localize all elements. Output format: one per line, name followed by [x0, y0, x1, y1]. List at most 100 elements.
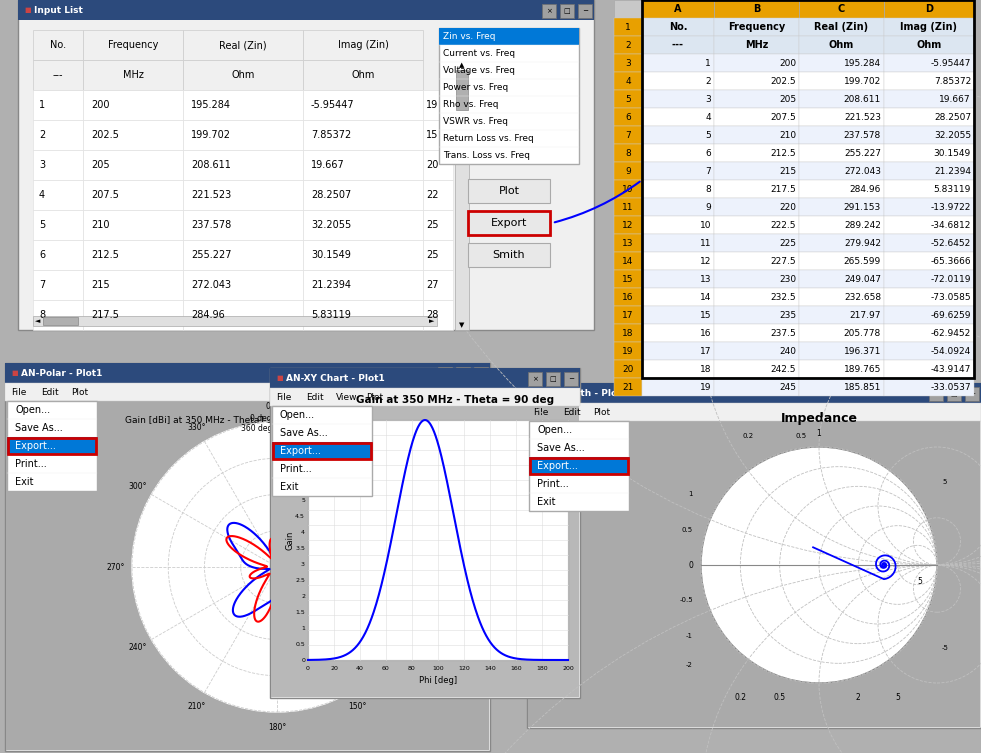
- Text: AN-XY Chart - Plot1: AN-XY Chart - Plot1: [286, 373, 385, 383]
- FancyBboxPatch shape: [423, 90, 453, 120]
- FancyBboxPatch shape: [799, 90, 884, 108]
- FancyBboxPatch shape: [270, 368, 580, 388]
- Text: 222.5: 222.5: [770, 221, 796, 230]
- Text: 4: 4: [301, 529, 305, 535]
- FancyBboxPatch shape: [799, 198, 884, 216]
- FancyBboxPatch shape: [714, 306, 799, 324]
- FancyBboxPatch shape: [642, 270, 714, 288]
- FancyBboxPatch shape: [614, 324, 642, 342]
- FancyBboxPatch shape: [642, 72, 714, 90]
- Text: 3: 3: [705, 94, 711, 103]
- Text: 8: 8: [705, 184, 711, 194]
- Text: 300°: 300°: [129, 482, 147, 491]
- Text: 208.611: 208.611: [191, 160, 231, 170]
- Text: 13: 13: [699, 275, 711, 283]
- FancyBboxPatch shape: [714, 180, 799, 198]
- Text: 215: 215: [91, 280, 110, 290]
- FancyBboxPatch shape: [884, 36, 974, 54]
- FancyBboxPatch shape: [183, 120, 303, 150]
- FancyBboxPatch shape: [542, 4, 556, 18]
- Text: 240°: 240°: [129, 643, 147, 652]
- Text: 27: 27: [426, 280, 439, 290]
- Text: 21.2394: 21.2394: [311, 280, 351, 290]
- Text: 180°: 180°: [268, 724, 286, 733]
- FancyBboxPatch shape: [714, 126, 799, 144]
- FancyBboxPatch shape: [614, 162, 642, 180]
- Text: Phi [deg]: Phi [deg]: [419, 676, 457, 685]
- Text: 120°: 120°: [407, 643, 426, 652]
- Text: □: □: [460, 371, 466, 377]
- FancyBboxPatch shape: [183, 240, 303, 270]
- Text: 30.1549: 30.1549: [934, 148, 971, 157]
- Text: D: D: [925, 4, 933, 14]
- Text: 5.83119: 5.83119: [311, 310, 351, 320]
- Text: ---: ---: [672, 40, 684, 50]
- FancyBboxPatch shape: [714, 378, 799, 396]
- FancyBboxPatch shape: [614, 126, 642, 144]
- Text: 272.043: 272.043: [191, 280, 232, 290]
- FancyBboxPatch shape: [439, 28, 579, 164]
- Text: 200: 200: [562, 666, 574, 671]
- Text: -69.6259: -69.6259: [931, 310, 971, 319]
- Text: 2: 2: [625, 41, 631, 50]
- FancyBboxPatch shape: [33, 180, 83, 210]
- FancyBboxPatch shape: [578, 4, 592, 18]
- Text: 207.5: 207.5: [91, 190, 119, 200]
- Text: No.: No.: [50, 40, 66, 50]
- FancyBboxPatch shape: [83, 240, 183, 270]
- Text: Frequency: Frequency: [728, 22, 785, 32]
- Text: 140: 140: [485, 666, 495, 671]
- Text: 13: 13: [622, 239, 634, 248]
- Circle shape: [132, 422, 422, 712]
- Text: 5.83119: 5.83119: [934, 184, 971, 194]
- Text: 205: 205: [779, 94, 796, 103]
- FancyBboxPatch shape: [527, 383, 981, 728]
- Text: 30°: 30°: [350, 423, 364, 432]
- Text: 4: 4: [625, 77, 631, 86]
- FancyBboxPatch shape: [423, 150, 453, 180]
- FancyBboxPatch shape: [423, 120, 453, 150]
- FancyBboxPatch shape: [614, 378, 642, 396]
- Text: 15: 15: [426, 130, 439, 140]
- Text: Imag (Zin): Imag (Zin): [337, 40, 388, 50]
- FancyBboxPatch shape: [423, 300, 453, 330]
- FancyBboxPatch shape: [884, 162, 974, 180]
- FancyBboxPatch shape: [303, 90, 423, 120]
- FancyBboxPatch shape: [884, 0, 974, 18]
- Text: 0.5: 0.5: [682, 526, 693, 532]
- Text: □: □: [951, 391, 957, 397]
- Text: 19: 19: [426, 100, 439, 110]
- Text: 12: 12: [622, 221, 634, 230]
- FancyBboxPatch shape: [799, 0, 884, 18]
- Text: 5.5: 5.5: [295, 481, 305, 486]
- Text: 210: 210: [779, 130, 796, 139]
- Text: 30.1549: 30.1549: [311, 250, 351, 260]
- Text: 3.5: 3.5: [295, 545, 305, 550]
- FancyBboxPatch shape: [714, 216, 799, 234]
- Text: 237.578: 237.578: [844, 130, 881, 139]
- Text: 9: 9: [625, 166, 631, 175]
- Text: -2: -2: [686, 663, 693, 669]
- FancyBboxPatch shape: [884, 54, 974, 72]
- FancyBboxPatch shape: [929, 387, 943, 401]
- FancyBboxPatch shape: [270, 388, 580, 406]
- Text: 217.97: 217.97: [850, 310, 881, 319]
- Text: Open...: Open...: [280, 410, 315, 420]
- FancyBboxPatch shape: [799, 36, 884, 54]
- Text: 200: 200: [779, 59, 796, 68]
- Text: 284.96: 284.96: [850, 184, 881, 194]
- Text: 40: 40: [356, 666, 364, 671]
- Text: 360 deg: 360 deg: [240, 423, 272, 432]
- Text: Rho vs. Freq: Rho vs. Freq: [443, 100, 498, 109]
- Text: 249.047: 249.047: [844, 275, 881, 283]
- Text: 232.5: 232.5: [770, 292, 796, 301]
- FancyBboxPatch shape: [799, 288, 884, 306]
- Text: 17: 17: [622, 310, 634, 319]
- FancyBboxPatch shape: [439, 28, 579, 45]
- Text: 5: 5: [942, 480, 947, 486]
- FancyBboxPatch shape: [614, 342, 642, 360]
- Text: ▼: ▼: [459, 322, 465, 328]
- Text: 16: 16: [699, 328, 711, 337]
- FancyBboxPatch shape: [799, 234, 884, 252]
- FancyBboxPatch shape: [884, 90, 974, 108]
